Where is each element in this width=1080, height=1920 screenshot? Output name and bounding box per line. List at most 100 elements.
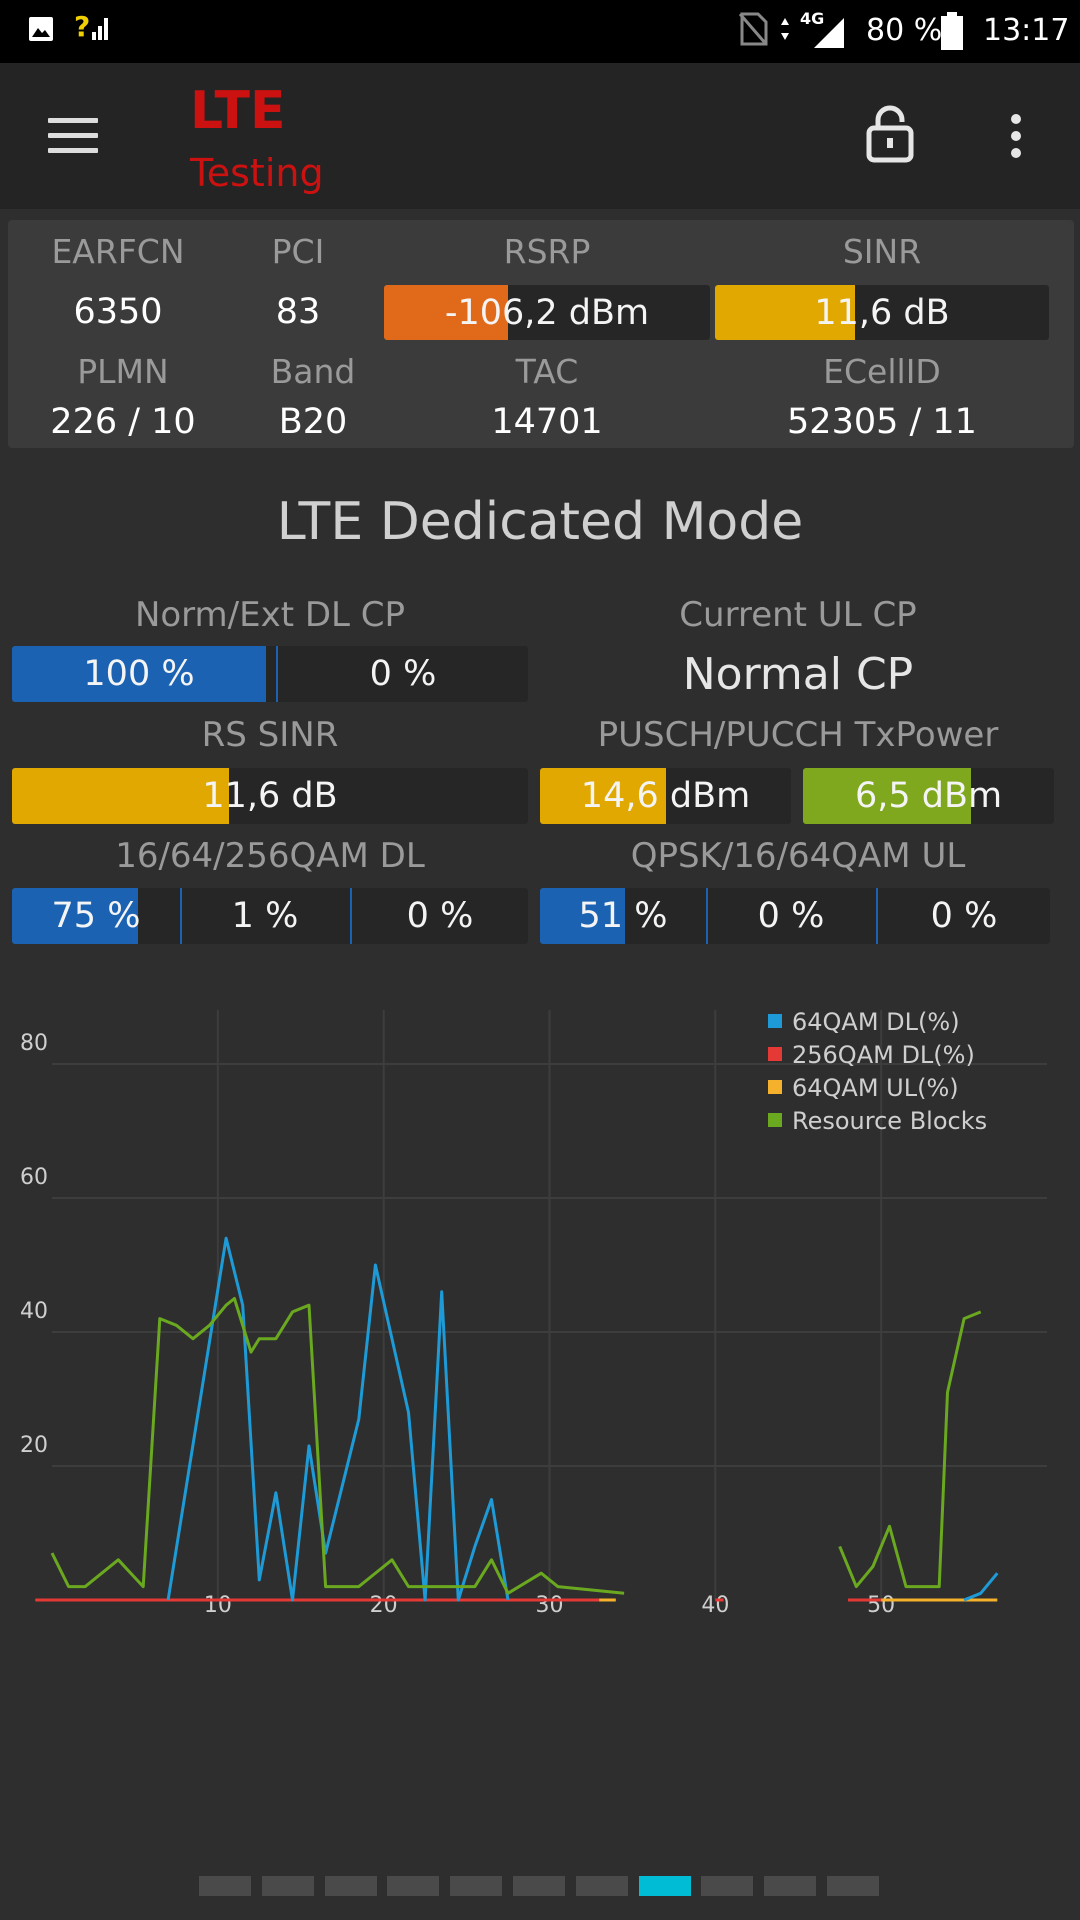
pusch-tx-value: 14,6 dBm (580, 776, 751, 816)
earfcn-value: 6350 (73, 292, 163, 332)
rsrp-value: -106,2 dBm (444, 292, 650, 333)
qam-dl-16-fill (12, 888, 138, 944)
qam-ul-qpsk-value: 51 % (578, 896, 668, 936)
bar-separator (706, 888, 708, 944)
qam-dl-64-segment: 1 % (182, 888, 348, 944)
legend-swatch (768, 1047, 782, 1061)
gallery-icon (29, 17, 53, 41)
qam-ul-16-value: 0 % (757, 896, 825, 936)
y-tick-label: 80 (20, 1031, 48, 1056)
data-arrows-icon (781, 18, 789, 40)
page-dot[interactable] (513, 1876, 565, 1896)
tac-label: TAC (515, 352, 579, 391)
y-tick-label: 60 (20, 1165, 48, 1190)
pucch-tx-value: 6,5 dBm (854, 776, 1003, 816)
app-subtitle: Testing (190, 151, 324, 195)
dl-cp-normal-fill (12, 646, 266, 702)
section-title: LTE Dedicated Mode (276, 492, 804, 552)
x-tick-label: 40 (701, 1593, 729, 1618)
sinr-value: 11,6 dB (814, 292, 950, 333)
rs-sinr-label: RS SINR (201, 715, 339, 755)
qam-ul-64-value: 0 % (930, 896, 998, 936)
plmn-value: 226 / 10 (50, 402, 196, 442)
battery-icon (941, 12, 963, 50)
series-line-64qam-dl (963, 1572, 999, 1602)
dl-cp-label: Norm/Ext DL CP (134, 595, 406, 635)
txpower-label: PUSCH/PUCCH TxPower (597, 715, 999, 755)
menu-icon[interactable] (48, 118, 98, 158)
status-bar: ? 4G 80 % 13:17 (0, 0, 1080, 63)
svg-text:?: ? (74, 10, 90, 42)
modulation-chart: 20 40 60 80 10 20 30 40 50 64QAM DL(%) 256QAM DL(%… (20, 1008, 1047, 1618)
sinr-label: SINR (842, 232, 922, 271)
series-line-resource-blocks (838, 1310, 982, 1589)
dl-cp-normal-segment: 100 % (12, 646, 266, 702)
qam-dl-bar: 75 % 1 % 0 % (12, 888, 528, 944)
rs-sinr-value: 11,6 dB (202, 776, 338, 816)
qam-ul-bar: 51 % 0 % 0 % (540, 888, 1050, 944)
page-dot[interactable] (387, 1876, 440, 1896)
earfcn-label: EARFCN (51, 232, 185, 271)
pucch-tx-bar: 6,5 dBm (803, 768, 1054, 824)
qam-ul-qpsk-fill (540, 888, 625, 944)
y-tick-label: 40 (20, 1299, 48, 1324)
page-dot[interactable] (764, 1876, 817, 1896)
x-tick-label: 30 (536, 1593, 564, 1618)
cell-signal-icon (814, 18, 844, 48)
no-sim-icon (738, 12, 768, 46)
ecellid-label: ECellID (823, 352, 941, 391)
serving-cell-card: EARFCN PCI RSRP SINR 6350 83 -106,2 dBm … (8, 220, 1074, 448)
tac-value: 14701 (491, 402, 603, 442)
page-dot[interactable] (199, 1876, 251, 1896)
legend-label: Resource Blocks (792, 1107, 987, 1135)
app-bar: LTE Testing (0, 63, 1080, 209)
legend-swatch (768, 1113, 782, 1127)
plmn-label: PLMN (77, 352, 169, 391)
legend-swatch (768, 1080, 782, 1094)
app-title: LTE (190, 81, 286, 141)
page-dot[interactable] (324, 1876, 377, 1896)
qam-ul-16-segment: 0 % (708, 888, 874, 944)
signal-question-icon: ? (74, 10, 108, 42)
dl-cp-ext-value: 0 % (369, 654, 437, 694)
pusch-tx-bar: 14,6 dBm (540, 768, 791, 824)
qam-dl-256-segment: 0 % (352, 888, 528, 944)
page-dot[interactable] (261, 1876, 314, 1896)
legend-swatch (768, 1014, 782, 1028)
x-tick-label: 10 (204, 1593, 232, 1618)
dl-cp-normal-value: 100 % (83, 654, 195, 694)
ecellid-value: 52305 / 11 (787, 402, 977, 442)
pci-value: 83 (275, 292, 321, 332)
legend-label: 256QAM DL(%) (792, 1041, 975, 1069)
qam-dl-16-value: 75 % (51, 896, 141, 936)
qam-dl-label: 16/64/256QAM DL (115, 836, 425, 876)
sinr-bar: 11,6 dB (715, 285, 1049, 340)
rsrp-label: RSRP (503, 232, 591, 271)
qam-dl-16-segment: 75 % (12, 888, 180, 944)
network-type: 4G (800, 9, 825, 28)
page-dot[interactable] (701, 1876, 754, 1896)
legend-label: 64QAM DL(%) (792, 1008, 960, 1036)
lock-icon[interactable] (866, 102, 914, 164)
legend-label: 64QAM UL(%) (792, 1074, 959, 1102)
y-tick-label: 20 (20, 1433, 48, 1458)
page-dot[interactable] (450, 1876, 503, 1896)
rs-sinr-bar: 11,6 dB (12, 768, 528, 824)
series-line-64qam-dl (166, 1236, 510, 1602)
sinr-bar-fill (715, 285, 856, 340)
more-options-icon[interactable] (1008, 113, 1024, 159)
qam-ul-64-segment: 0 % (878, 888, 1050, 944)
rs-sinr-fill (12, 768, 229, 824)
clock: 13:17 (983, 13, 1070, 48)
page-dot[interactable] (575, 1876, 628, 1896)
rsrp-bar-fill (384, 285, 508, 340)
band-label: Band (270, 352, 356, 391)
series-line-resource-blocks (50, 1297, 625, 1595)
page-dot[interactable] (827, 1876, 879, 1896)
bar-separator (276, 646, 278, 702)
rsrp-bar: -106,2 dBm (384, 285, 710, 340)
battery-percent: 80 % (866, 13, 943, 48)
bar-separator (180, 888, 182, 944)
page-dot-active[interactable] (638, 1876, 691, 1896)
dl-cp-ext-segment: 0 % (278, 646, 528, 702)
